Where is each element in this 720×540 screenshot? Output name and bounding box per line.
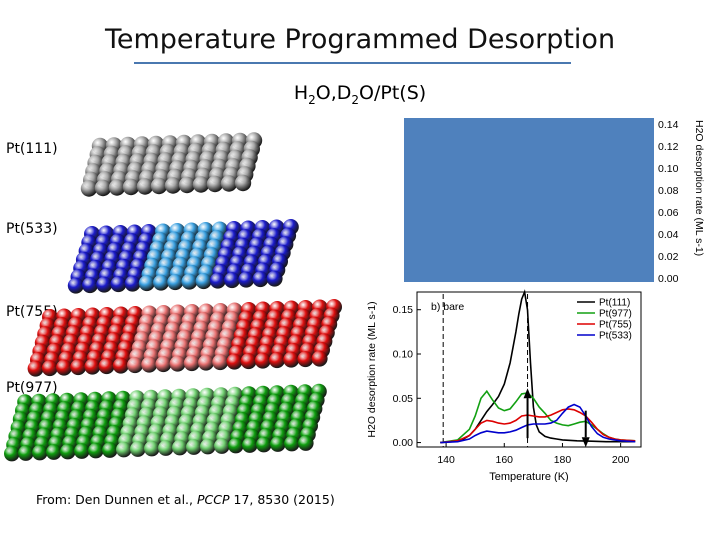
top-ylabel-text: H2O desorption rate (ML s-1) (693, 120, 705, 256)
top-ytick: 0.02 (658, 251, 679, 263)
top-ytick: 0.04 (658, 229, 679, 241)
ytick-label: 0.10 (393, 349, 414, 361)
plot-frame (416, 291, 642, 448)
top-ytick: 0.00 (658, 273, 679, 285)
slide-subtitle: H2O,D2O/Pt(S) (293, 82, 427, 107)
xtick-label: 160 (496, 454, 514, 466)
top-ytick: 0.06 (658, 207, 679, 219)
slab-pt533 (67, 219, 299, 294)
slab-pt977 (4, 383, 327, 462)
slide-title: Temperature Programmed Desorption (104, 24, 616, 55)
top-ytick: 0.08 (658, 185, 679, 197)
top-panel-cover (404, 118, 654, 282)
legend-label: Pt(977) (599, 309, 632, 320)
xtick-label: 200 (612, 454, 630, 466)
surface-models (4, 132, 342, 462)
x-axis-label: Temperature (K) (489, 471, 568, 482)
xtick-label: 180 (554, 454, 572, 466)
series-line-pt755 (440, 408, 636, 444)
series-line-pt111 (440, 289, 636, 444)
top-ytick: 0.10 (658, 163, 679, 175)
arrow-down-icon (581, 437, 590, 448)
panel-label: b) bare (431, 301, 464, 313)
title-underline (134, 62, 571, 64)
arrow-up-icon (523, 388, 532, 399)
y-axis-label: H2O desorption rate (ML s-1) (366, 301, 378, 437)
series-line-pt533 (440, 403, 636, 444)
source-citation: From: Den Dunnen et al., PCCP 17, 8530 (… (36, 492, 335, 507)
legend-label: Pt(111) (599, 298, 630, 309)
top-ytick: 0.14 (658, 119, 679, 131)
top-panel-axis: 0.14 0.12 0.10 0.08 0.06 0.04 0.02 0.00 (654, 112, 714, 292)
slab-pt111 (80, 132, 263, 197)
xtick-label: 140 (437, 454, 455, 466)
legend-label: Pt(533) (599, 331, 632, 342)
ytick-label: 0.15 (393, 304, 414, 316)
legend-label: Pt(755) (599, 320, 632, 331)
tpd-chart: 0.00 0.05 0.10 0.15 140 160 180 200 Temperature … (366, 289, 642, 482)
surface-label-pt533: Pt(533) (6, 221, 58, 237)
ytick-label: 0.00 (393, 437, 414, 449)
ytick-label: 0.05 (393, 393, 414, 405)
top-ytick: 0.12 (658, 141, 679, 153)
top-panel-ylabel: H2O desorption rate (ML s-1) (693, 120, 705, 256)
surface-label-pt111: Pt(111) (6, 141, 58, 157)
surface-label-pt977: Pt(977) (6, 380, 58, 396)
slab-pt755 (27, 299, 342, 377)
